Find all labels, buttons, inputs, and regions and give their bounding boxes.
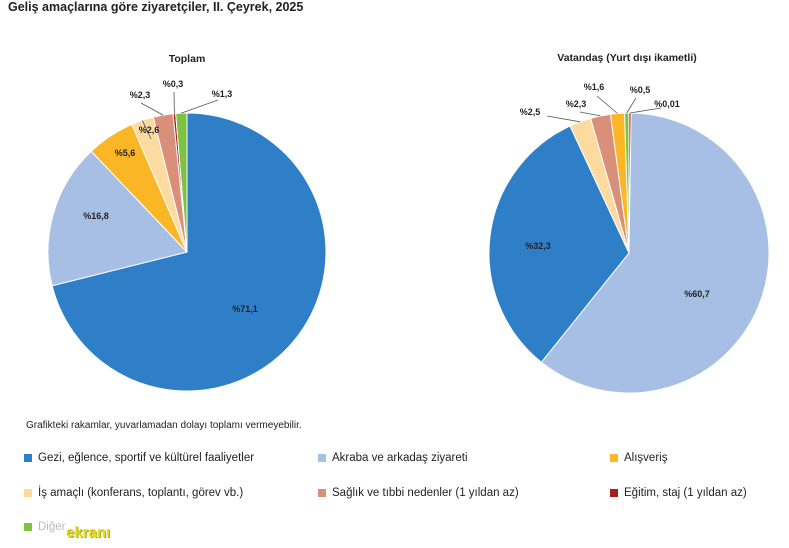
data-label: %0,01 xyxy=(654,99,680,109)
leader-line xyxy=(596,95,618,114)
legend-swatch xyxy=(610,454,618,462)
leader-line xyxy=(546,115,581,123)
watermark-text: ekranı xyxy=(66,524,111,541)
legend-swatch xyxy=(24,454,32,462)
legend-item: Diğer xyxy=(24,521,65,533)
legend-item: Eğitim, staj (1 yıldan az) xyxy=(610,487,747,499)
legend-item: İş amaçlı (konferans, toplantı, görev vb… xyxy=(24,487,243,499)
watermark-logo: ekranı xyxy=(20,518,132,544)
legend-item: Gezi, eğlence, sportif ve kültürel faali… xyxy=(24,452,254,464)
data-label: %5,6 xyxy=(115,148,136,158)
legend-label: Sağlık ve tıbbi nedenler (1 yıldan az) xyxy=(332,487,519,499)
data-label: %71,1 xyxy=(232,304,258,314)
leader-line xyxy=(629,107,662,114)
legend-label: Diğer xyxy=(38,521,66,533)
data-label: %0,3 xyxy=(163,79,184,89)
leader-line xyxy=(181,99,219,114)
pie-charts: Toplam Vatandaş (Yurt dışı ikametli) %71… xyxy=(47,52,770,394)
leader-line xyxy=(142,120,152,140)
legend-item: Sağlık ve tıbbi nedenler (1 yıldan az) xyxy=(318,487,519,499)
leader-line xyxy=(626,97,637,114)
legend-label: Gezi, eğlence, sportif ve kültürel faali… xyxy=(38,452,255,464)
legend-swatch xyxy=(318,489,326,497)
chart-title: Geliş amaçlarına göre ziyaretçiler, II. … xyxy=(8,0,304,14)
data-label: %0,5 xyxy=(630,85,651,95)
pie-title-toplam: Toplam xyxy=(169,53,206,65)
data-label: %2,3 xyxy=(566,99,587,109)
legend-swatch xyxy=(24,523,32,531)
pie-title-vatandas: Vatandaş (Yurt dışı ikametli) xyxy=(557,52,696,64)
pie-slice xyxy=(51,112,327,392)
data-label: %1,3 xyxy=(212,89,233,99)
data-label: %2,3 xyxy=(130,90,151,100)
legend-swatch xyxy=(24,489,32,497)
leader-line xyxy=(579,111,601,117)
data-label: %32,3 xyxy=(525,241,551,251)
legend-label: İş amaçlı (konferans, toplantı, görev vb… xyxy=(38,487,244,499)
leader-line xyxy=(140,102,164,116)
pie-slice xyxy=(488,125,630,363)
pie-slice xyxy=(540,112,770,394)
data-label: %2,6 xyxy=(139,125,160,135)
data-label: %16,8 xyxy=(83,211,109,221)
legend-item: Alışveriş xyxy=(610,452,667,464)
data-label: %2,5 xyxy=(520,107,541,117)
footnote: Grafikteki rakamlar, yuvarlamadan dolayı… xyxy=(26,420,302,431)
legend-label: Akraba ve arkadaş ziyareti xyxy=(332,452,468,464)
data-label: %60,7 xyxy=(684,289,710,299)
pie-slice xyxy=(47,150,188,287)
pie-vatandas: %60,7 %32,3 %2,5 %2,3 %1,6 %0,5%0,01 xyxy=(488,82,770,394)
legend-item: Akraba ve arkadaş ziyareti xyxy=(318,452,468,464)
pie-toplam: %71,1 %16,8 %5,6 %2,6 %2,3 %0,3 %1,3 xyxy=(47,79,327,392)
legend-label: Alışveriş xyxy=(624,452,668,464)
legend-swatch xyxy=(610,489,618,497)
legend-label: Eğitim, staj (1 yıldan az) xyxy=(624,487,747,499)
legend-swatch xyxy=(318,454,326,462)
data-label: %1,6 xyxy=(584,82,605,92)
